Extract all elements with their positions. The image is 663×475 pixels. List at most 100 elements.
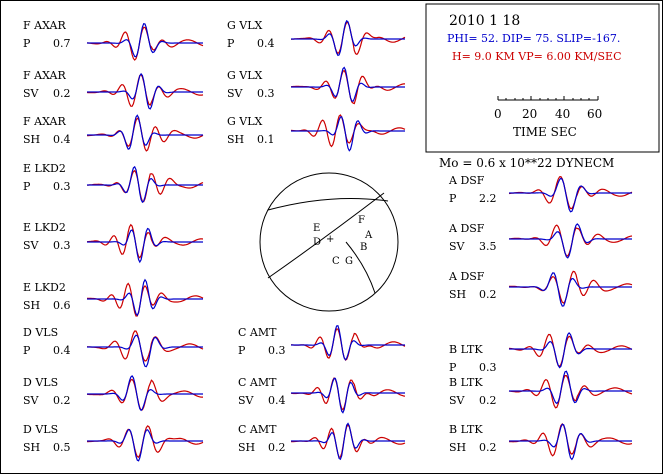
synthetic-waveform bbox=[87, 334, 203, 368]
scale-tick-label: 20 bbox=[522, 107, 537, 121]
focal-plus: + bbox=[326, 234, 334, 245]
trace-station-label: F AXAR bbox=[23, 69, 66, 82]
trace-station-label: B LTK bbox=[449, 376, 483, 389]
trace-station-label: G VLX bbox=[227, 69, 263, 82]
trace-station-label: D VLS bbox=[23, 326, 58, 339]
trace-station-label: F AXAR bbox=[23, 115, 66, 128]
synthetic-waveform bbox=[87, 22, 203, 58]
trace-phase-label: SV bbox=[238, 394, 255, 407]
synthetic-waveform bbox=[509, 331, 632, 369]
trace-station-label: F AXAR bbox=[23, 19, 66, 32]
focal-label-A: A bbox=[364, 230, 373, 241]
trace-station-label: A DSF bbox=[448, 270, 485, 283]
trace-amplitude-label: 0.2 bbox=[53, 87, 71, 100]
scale-tick-label: 40 bbox=[555, 107, 570, 121]
synthetic-waveform bbox=[87, 428, 203, 462]
observed-waveform bbox=[508, 375, 633, 409]
trace-station-label: E LKD2 bbox=[23, 281, 66, 294]
synthetic-waveform bbox=[87, 72, 203, 110]
trace-amplitude-label: 0.2 bbox=[53, 394, 71, 407]
synthetic-waveform bbox=[509, 177, 632, 213]
trace-station-label: B LTK bbox=[449, 343, 483, 356]
synthetic-waveform bbox=[87, 165, 203, 204]
trace-station-label: A DSF bbox=[448, 174, 485, 187]
focal-label-B: B bbox=[360, 242, 367, 253]
trace-phase-label: SV bbox=[449, 394, 466, 407]
trace-station-label: A DSF bbox=[448, 222, 485, 235]
trace-amplitude-label: 0.2 bbox=[268, 441, 286, 454]
trace-phase-label: SH bbox=[23, 441, 40, 454]
synthetic-waveform bbox=[509, 423, 632, 461]
trace-amplitude-label: 0.4 bbox=[53, 133, 71, 146]
trace-phase-label: SH bbox=[227, 133, 244, 146]
trace-phase-label: SH bbox=[449, 288, 466, 301]
depth-velocity-text: H= 9.0 KM VP= 6.00 KM/SEC bbox=[452, 50, 622, 63]
trace-station-label: C AMT bbox=[238, 376, 277, 389]
focal-label-D: D bbox=[313, 237, 321, 248]
seismic-moment-text: Mo = 0.6 x 10**22 DYNECM bbox=[439, 156, 614, 170]
trace-amplitude-label: 3.5 bbox=[479, 240, 497, 253]
trace-station-label: E LKD2 bbox=[23, 162, 66, 175]
trace-phase-label: SH bbox=[449, 441, 466, 454]
observed-waveform bbox=[508, 333, 633, 368]
focal-label-G: G bbox=[345, 256, 353, 267]
observed-waveform bbox=[291, 424, 406, 458]
trace-amplitude-label: 0.3 bbox=[53, 180, 71, 193]
trace-amplitude-label: 0.4 bbox=[53, 344, 71, 357]
scale-tick-label: 0 bbox=[494, 107, 502, 121]
trace-amplitude-label: 0.2 bbox=[479, 394, 497, 407]
trace-phase-label: SV bbox=[23, 87, 40, 100]
trace-amplitude-label: 0.1 bbox=[257, 133, 275, 146]
observed-waveform bbox=[290, 377, 406, 411]
observed-waveform bbox=[87, 282, 204, 317]
trace-phase-label: P bbox=[227, 37, 235, 50]
focal-label-E: E bbox=[313, 223, 320, 234]
trace-amplitude-label: 0.2 bbox=[479, 441, 497, 454]
synthetic-waveform bbox=[291, 324, 405, 361]
synthetic-waveform bbox=[291, 66, 405, 102]
trace-amplitude-label: 0.3 bbox=[479, 361, 497, 374]
synthetic-waveform bbox=[291, 422, 405, 461]
info-box: 2010 1 18 PHI= 52. DIP= 75. SLIP=-167. H… bbox=[425, 3, 660, 153]
focal-sphere bbox=[259, 172, 399, 312]
synthetic-waveform bbox=[291, 19, 405, 57]
trace-amplitude-label: 0.2 bbox=[479, 288, 497, 301]
observed-waveform bbox=[290, 114, 406, 148]
trace-phase-label: P bbox=[23, 344, 31, 357]
trace-station-label: B LTK bbox=[449, 423, 483, 436]
observed-waveform bbox=[509, 422, 633, 457]
synthetic-waveform bbox=[509, 370, 632, 405]
trace-station-label: C AMT bbox=[238, 423, 277, 436]
mechanism-text: PHI= 52. DIP= 75. SLIP=-167. bbox=[447, 32, 620, 45]
trace-amplitude-label: 0.3 bbox=[257, 87, 275, 100]
trace-amplitude-label: 0.4 bbox=[268, 394, 286, 407]
synthetic-waveform bbox=[87, 278, 203, 317]
trace-amplitude-label: 2.2 bbox=[479, 192, 497, 205]
trace-station-label: G VLX bbox=[227, 19, 263, 32]
trace-station-label: E LKD2 bbox=[23, 221, 66, 234]
nodal-plane-3 bbox=[345, 241, 376, 294]
trace-phase-label: SH bbox=[23, 133, 40, 146]
nodal-plane-2 bbox=[267, 192, 385, 279]
synthetic-waveform bbox=[87, 114, 203, 150]
time-scale-bar: 0 20 40 60 TIME SEC bbox=[494, 96, 602, 139]
event-date: 2010 1 18 bbox=[449, 13, 520, 29]
synthetic-waveform bbox=[87, 374, 203, 412]
trace-phase-label: P bbox=[238, 344, 246, 357]
trace-amplitude-label: 0.3 bbox=[53, 239, 71, 252]
synthetic-waveform bbox=[509, 223, 632, 259]
trace-station-label: D VLS bbox=[23, 423, 58, 436]
trace-phase-label: SH bbox=[238, 441, 255, 454]
synthetic-waveform bbox=[87, 227, 203, 264]
trace-station-label: G VLX bbox=[227, 115, 263, 128]
trace-station-label: D VLS bbox=[23, 376, 58, 389]
focal-mechanism: E D F A B C G + bbox=[259, 172, 399, 312]
trace-amplitude-label: 0.7 bbox=[53, 37, 71, 50]
trace-phase-label: P bbox=[449, 361, 457, 374]
observed-waveform bbox=[86, 26, 204, 61]
observed-waveform bbox=[86, 330, 204, 362]
focal-label-C: C bbox=[332, 256, 340, 267]
trace-phase-label: SV bbox=[23, 394, 40, 407]
